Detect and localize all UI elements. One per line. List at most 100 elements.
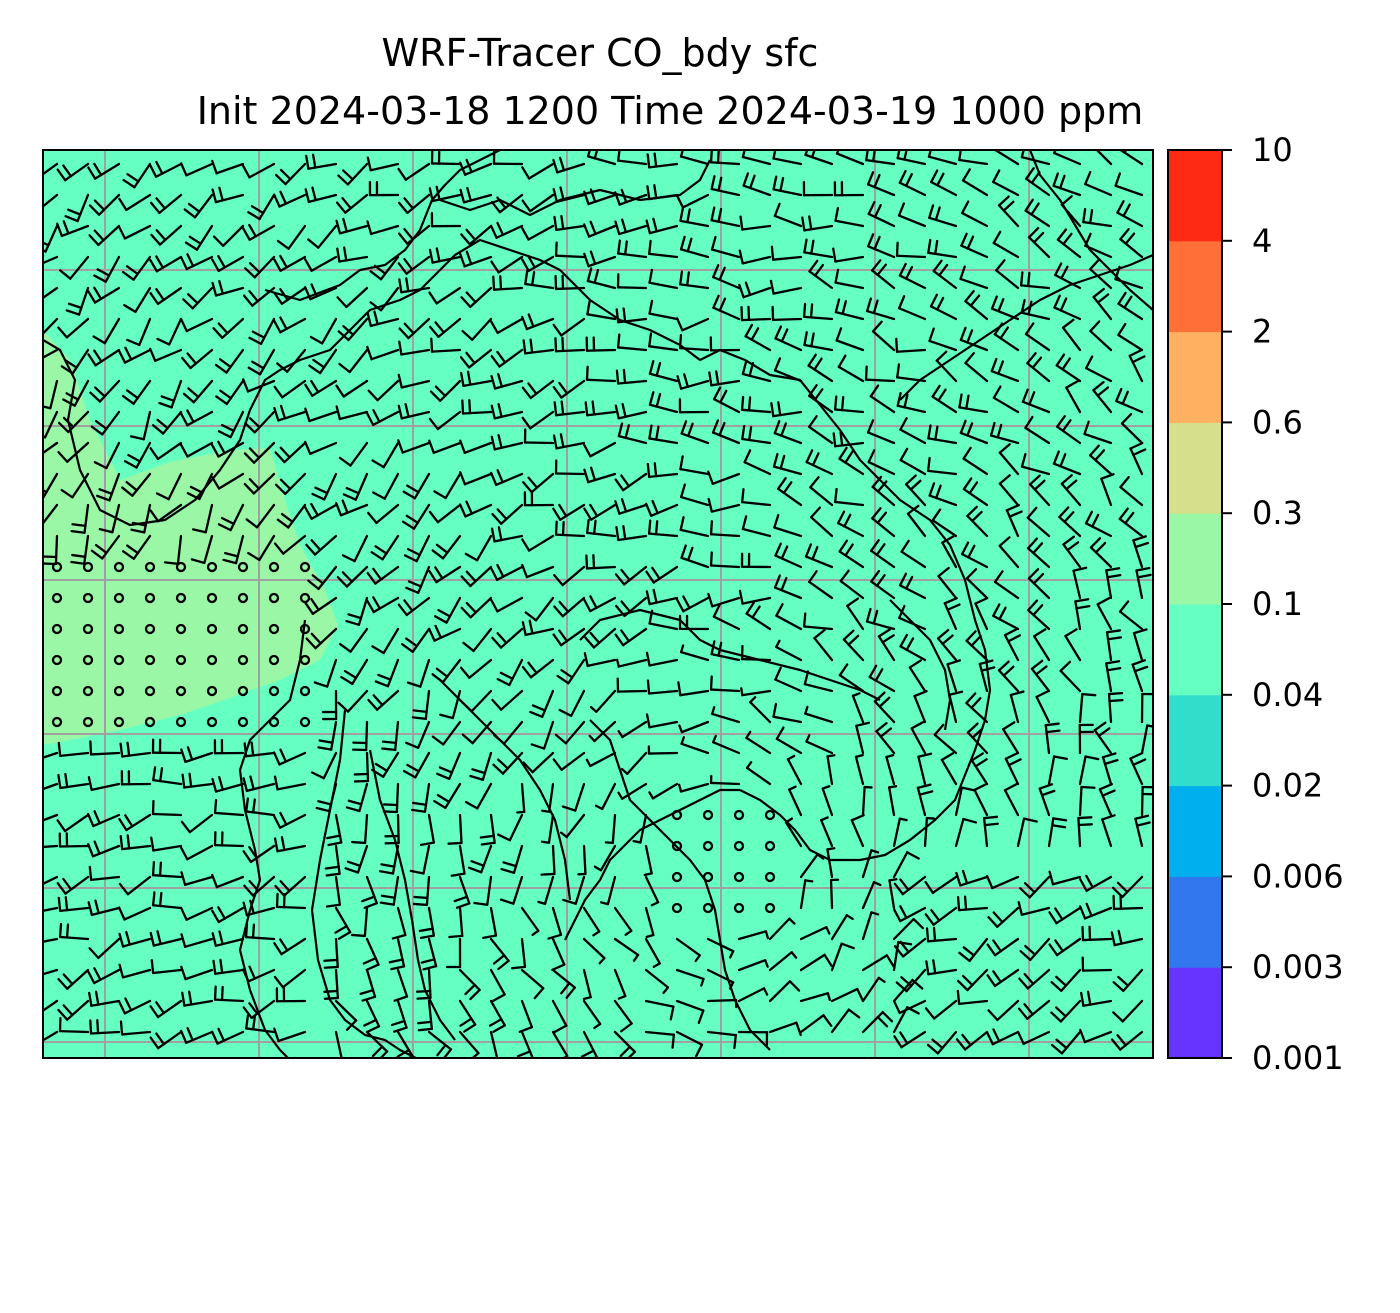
wind-barb bbox=[935, 350, 958, 383]
wind-barb bbox=[489, 968, 506, 1002]
wind-barb bbox=[1092, 380, 1113, 414]
wind-barb bbox=[990, 357, 1020, 383]
wind-barb bbox=[431, 534, 462, 560]
wind-barb bbox=[374, 658, 400, 688]
wind-barb bbox=[959, 326, 989, 352]
wind-barb bbox=[430, 150, 462, 166]
wind-barb bbox=[242, 899, 276, 917]
wind-barb bbox=[521, 619, 555, 637]
wind-barb bbox=[98, 503, 121, 534]
wind-barb bbox=[893, 1030, 927, 1049]
wind-barb bbox=[496, 813, 524, 842]
wind-barb bbox=[982, 815, 999, 848]
wind-barb bbox=[521, 193, 555, 213]
wind-barb bbox=[839, 569, 865, 600]
wind-barb bbox=[821, 785, 834, 817]
wind-barb bbox=[807, 415, 834, 445]
wind-barb bbox=[554, 336, 586, 353]
wind-barb bbox=[60, 472, 90, 499]
calm-marker bbox=[268, 716, 280, 728]
wind-barb bbox=[186, 472, 214, 501]
wind-barb bbox=[274, 875, 307, 897]
wind-barb bbox=[492, 275, 524, 291]
calm-marker bbox=[82, 623, 94, 635]
calm-marker bbox=[268, 592, 280, 604]
wind-barb bbox=[826, 847, 836, 879]
wind-barb bbox=[833, 395, 865, 414]
wind-barb bbox=[966, 505, 989, 538]
wind-barb bbox=[156, 317, 183, 346]
wind-barb bbox=[1004, 751, 1022, 786]
wind-barb bbox=[990, 295, 1020, 321]
wind-barb bbox=[1064, 628, 1082, 662]
wind-barb bbox=[898, 262, 927, 290]
wind-barb bbox=[552, 317, 586, 337]
wind-barb bbox=[121, 255, 152, 281]
wind-barb bbox=[744, 323, 772, 352]
calm-marker bbox=[113, 623, 125, 635]
wind-barb bbox=[210, 1027, 245, 1045]
wind-barb bbox=[1027, 599, 1051, 631]
wind-barb bbox=[1132, 628, 1148, 662]
wind-barb bbox=[213, 798, 245, 817]
wind-barb bbox=[861, 785, 873, 817]
wind-barb bbox=[892, 978, 924, 1003]
wind-barb bbox=[490, 193, 524, 214]
wind-barb bbox=[893, 875, 927, 896]
wind-barb bbox=[1128, 348, 1146, 383]
wind-barb bbox=[900, 539, 927, 569]
colorbar: 0.001 0.003 0.006 0.02 0.04 0.1 0.3 0.6 2 4 10 bbox=[1167, 131, 1344, 1077]
wind-barb bbox=[482, 906, 498, 940]
wind-barb bbox=[993, 570, 1020, 600]
calm-marker bbox=[671, 871, 683, 883]
calm-marker bbox=[144, 685, 156, 697]
wind-barb bbox=[244, 410, 276, 434]
wind-barb bbox=[247, 193, 276, 221]
wind-barb bbox=[799, 853, 825, 879]
colorbar-tick-label: 0.3 bbox=[1252, 494, 1303, 532]
wind-barb bbox=[955, 869, 989, 887]
wind-barb bbox=[958, 150, 989, 166]
wind-barb bbox=[577, 844, 587, 876]
wind-barb bbox=[520, 968, 545, 1000]
wind-barb bbox=[737, 959, 769, 972]
wind-barb bbox=[43, 193, 59, 208]
wind-barb bbox=[554, 459, 586, 476]
wind-barb bbox=[962, 446, 989, 476]
wind-barb bbox=[583, 466, 617, 484]
wind-barb bbox=[461, 317, 493, 341]
wind-barb bbox=[710, 640, 741, 662]
wind-barb bbox=[865, 607, 896, 631]
wind-barb bbox=[706, 1030, 737, 1050]
wind-barb bbox=[892, 1006, 920, 1034]
colorbar-tick-label: 0.6 bbox=[1252, 403, 1303, 441]
wind-barb bbox=[1059, 660, 1082, 693]
wind-barb bbox=[122, 162, 152, 189]
calm-marker bbox=[51, 716, 63, 728]
colorbar-band bbox=[1168, 694, 1222, 787]
wind-barb bbox=[1096, 597, 1113, 631]
wind-barb bbox=[340, 658, 369, 686]
colorbar-tick-label: 0.04 bbox=[1252, 676, 1323, 714]
wind-barb bbox=[554, 520, 586, 538]
wind-barb bbox=[363, 999, 381, 1034]
wind-barb bbox=[1016, 817, 1038, 848]
wind-barb bbox=[388, 937, 406, 971]
wind-barb bbox=[620, 751, 648, 775]
wind-barb bbox=[711, 706, 741, 724]
calm-marker bbox=[237, 623, 249, 635]
wind-barb bbox=[861, 976, 886, 1003]
wind-barb bbox=[490, 526, 524, 543]
wind-barb bbox=[615, 596, 648, 618]
wind-barb bbox=[648, 782, 679, 800]
wind-barb bbox=[467, 844, 493, 874]
wind-barb bbox=[428, 410, 462, 431]
calm-marker bbox=[733, 902, 745, 914]
wind-barb bbox=[409, 844, 431, 875]
wind-barb bbox=[644, 999, 675, 1021]
wind-barb bbox=[805, 734, 834, 755]
wind-barb bbox=[961, 200, 989, 228]
calm-marker bbox=[175, 654, 187, 666]
wind-barb bbox=[352, 720, 369, 752]
calm-marker bbox=[206, 623, 218, 635]
